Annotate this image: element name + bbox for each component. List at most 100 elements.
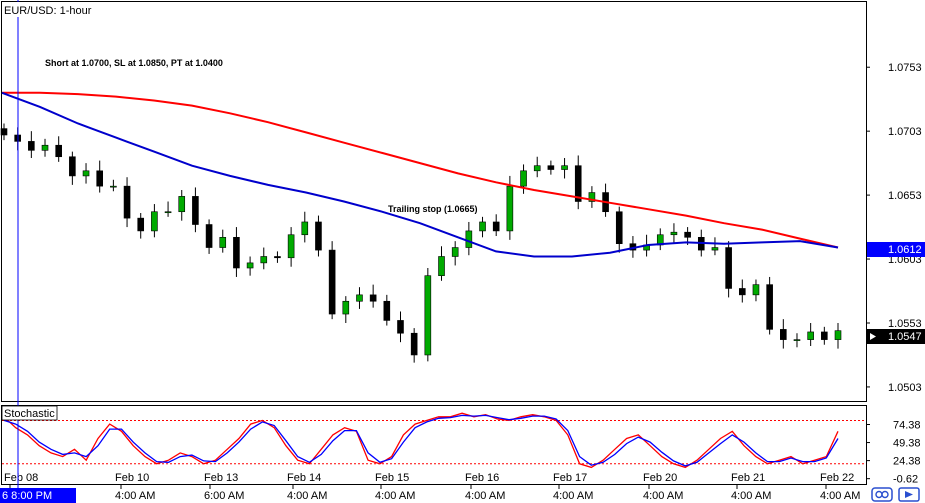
date-tick-label: Feb 22 xyxy=(820,472,854,484)
candle-body xyxy=(369,294,377,302)
price-tick-label: 1.0703 xyxy=(888,126,922,138)
time-tick-label: 4:00 AM xyxy=(820,490,860,502)
current-price-text: 1.0547 xyxy=(888,331,922,343)
candle-body xyxy=(834,330,842,340)
stochastic-tick-label: 24.38 xyxy=(893,456,921,468)
candle-body xyxy=(738,288,746,296)
date-tick-label: Feb 14 xyxy=(287,472,321,484)
ma-price-text: 1.0612 xyxy=(888,244,922,256)
candle xyxy=(492,214,500,237)
candle xyxy=(219,229,227,253)
candle xyxy=(0,123,8,141)
candle xyxy=(520,164,527,194)
candle-body xyxy=(137,217,145,232)
candle-body xyxy=(123,185,131,219)
candle-body xyxy=(342,300,350,315)
candle xyxy=(533,156,541,178)
time-tick-label: 4:00 AM xyxy=(731,490,771,502)
candle xyxy=(82,163,90,184)
crosshair-time-highlight xyxy=(0,488,76,503)
date-tick-label: Feb 17 xyxy=(553,472,587,484)
candle-body xyxy=(315,221,322,251)
stochastic-tick-label: 74.38 xyxy=(893,420,921,432)
candle-body xyxy=(533,165,541,172)
candle xyxy=(479,216,486,238)
candle-body xyxy=(588,192,596,202)
candle-body xyxy=(574,165,582,202)
date-tick-label: Feb 16 xyxy=(465,472,499,484)
time-tick-label: 4:00 AM xyxy=(643,490,683,502)
time-tick-label: 6:00 AM xyxy=(204,490,244,502)
candle xyxy=(670,223,678,244)
date-tick-label: Feb 08 xyxy=(4,472,38,484)
scroll-right-icon[interactable] xyxy=(898,487,920,502)
candle-body xyxy=(356,294,363,302)
candle-body xyxy=(410,332,418,356)
candle-body xyxy=(383,300,391,321)
time-tick-label: 4:00 AM xyxy=(287,490,327,502)
candle-body xyxy=(0,128,8,136)
candle-body xyxy=(438,256,445,276)
current-ma-price-label: 1.0612 xyxy=(867,242,925,257)
candle xyxy=(410,328,418,363)
candle xyxy=(301,211,309,243)
candle-body xyxy=(219,237,227,248)
candle xyxy=(438,246,445,281)
candle xyxy=(766,276,773,335)
candle xyxy=(205,219,213,254)
candle xyxy=(69,151,76,185)
candle-body xyxy=(328,249,336,315)
candles-group xyxy=(0,123,842,363)
candle xyxy=(178,189,186,221)
candle-body xyxy=(151,211,158,232)
candle xyxy=(821,326,828,345)
candle-body xyxy=(246,262,254,269)
candle-body xyxy=(725,247,732,289)
trailing-stop-annotation: Trailing stop (1.0665) xyxy=(388,204,478,214)
time-tick-label: 4:00 AM xyxy=(115,490,155,502)
candle-body xyxy=(192,196,199,225)
candle-body xyxy=(547,165,555,170)
candle xyxy=(260,247,268,270)
current-price-label: 1.0547 xyxy=(867,329,925,344)
candle-body xyxy=(506,185,514,232)
date-tick-label: Feb 10 xyxy=(115,472,149,484)
candle-body xyxy=(492,221,500,232)
candle-body xyxy=(451,247,459,257)
candle xyxy=(397,311,404,343)
candle xyxy=(561,158,568,179)
candle xyxy=(780,319,787,349)
candle-body xyxy=(711,247,719,251)
price-panel xyxy=(1,1,867,402)
candle-body xyxy=(793,339,801,341)
chart-link-icon[interactable] xyxy=(871,487,893,502)
price-marker-icon xyxy=(870,333,876,340)
candle xyxy=(328,241,336,320)
candle xyxy=(164,201,172,217)
candle-body xyxy=(110,185,117,188)
stochastic-title: Stochastic xyxy=(4,408,55,420)
candle xyxy=(123,177,131,228)
stochastic-lines-group xyxy=(2,412,866,469)
candle xyxy=(547,160,555,175)
candle xyxy=(793,333,801,348)
price-tick-label: 1.0603 xyxy=(888,254,922,266)
candle-body xyxy=(821,331,828,340)
candle-body xyxy=(164,211,172,214)
candle-body xyxy=(520,170,527,187)
candle-body xyxy=(96,170,104,187)
time-tick-label: 4:00 AM xyxy=(465,490,505,502)
candle xyxy=(506,175,514,240)
date-tick-label: Feb 21 xyxy=(731,472,765,484)
stochastic-tick-label: -0.62 xyxy=(893,474,918,486)
candle xyxy=(110,179,117,192)
candle xyxy=(588,186,596,208)
candle xyxy=(151,204,158,238)
date-tick-label: Feb 20 xyxy=(643,472,677,484)
candle-body xyxy=(82,170,90,177)
candle xyxy=(738,279,746,303)
candle-body xyxy=(287,234,295,259)
candle-body xyxy=(69,156,76,177)
candle xyxy=(424,268,432,362)
candle xyxy=(274,251,281,263)
